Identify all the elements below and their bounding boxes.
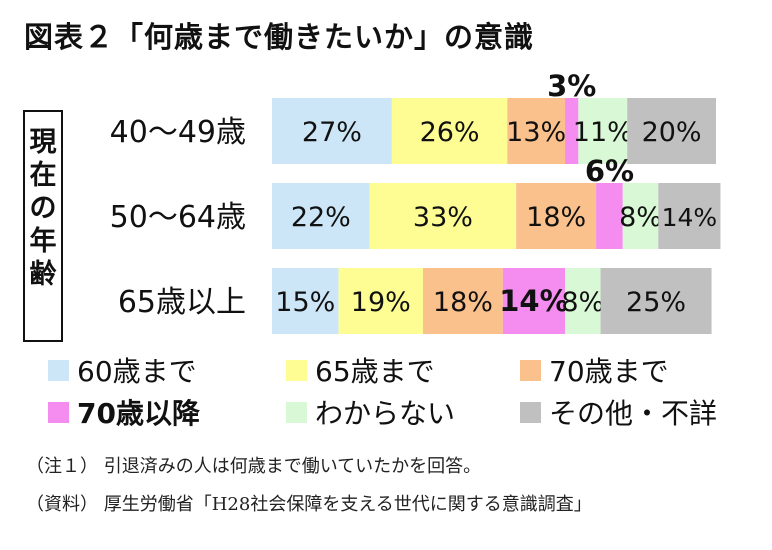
data-label: 6% xyxy=(585,154,634,188)
current-age-label: 現 在 の 年 齢 xyxy=(25,126,61,291)
bar-segment xyxy=(622,183,659,249)
note-line: （資料） 厚生労働省「H28社会保障を支える世代に関する意識調査」 xyxy=(26,494,592,515)
legend-label: 60歳まで xyxy=(77,355,197,388)
data-label: 20% xyxy=(642,117,702,148)
legend-label: 65歳まで xyxy=(315,355,435,388)
notes: （注１） 引退済みの人は何歳まで働いていたかを回答。 （資料） 厚生労働省「H2… xyxy=(26,448,592,524)
bar-segment xyxy=(600,268,712,334)
category-label: 40～49歳 xyxy=(110,115,246,150)
bar-segment xyxy=(502,268,566,334)
current-age-char: 在 xyxy=(29,160,57,191)
legend-item: 60歳まで xyxy=(48,350,197,390)
data-label: 8% xyxy=(561,287,604,318)
data-label: 22% xyxy=(291,202,351,233)
data-label: 19% xyxy=(351,287,411,318)
bar-segment xyxy=(272,268,339,334)
legend-swatch xyxy=(520,359,541,381)
bar-segment xyxy=(369,183,517,249)
current-age-char: 現 xyxy=(29,127,57,158)
legend-label: その他・不詳 xyxy=(549,397,718,430)
data-label: 11% xyxy=(573,117,633,148)
legend-item: 70歳まで xyxy=(520,350,669,390)
bar-segment xyxy=(578,98,628,164)
bar-segment xyxy=(272,183,370,249)
data-label: 15% xyxy=(275,287,335,318)
legend: 60歳まで 65歳まで 70歳まで 70歳以降 わからない その他・不詳 xyxy=(48,350,758,440)
data-label: 18% xyxy=(433,287,493,318)
bar-segment xyxy=(272,98,392,164)
current-age-char: 齢 xyxy=(29,259,57,290)
bar-segment xyxy=(516,183,597,249)
current-age-char: の xyxy=(29,193,57,224)
data-label: 13% xyxy=(506,117,566,148)
data-label: 14% xyxy=(662,203,718,232)
bar-segment xyxy=(565,268,601,334)
category-label: 50～64歳 xyxy=(110,200,246,235)
legend-label: 70歳以降 xyxy=(77,397,200,430)
data-label: 27% xyxy=(302,117,362,148)
legend-swatch xyxy=(520,401,541,423)
data-label: 18% xyxy=(526,202,586,233)
legend-item: 65歳まで xyxy=(286,350,435,390)
bar-segment xyxy=(422,268,503,334)
legend-swatch xyxy=(286,401,307,423)
current-age-label-box: 現 在 の 年 齢 xyxy=(23,110,63,342)
legend-label: わからない xyxy=(315,397,456,430)
bar-segment xyxy=(658,183,721,249)
data-label: 33% xyxy=(413,202,473,233)
chart-title: 図表２「何歳まで働きたいか」の意識 xyxy=(24,20,535,54)
bar-segment xyxy=(565,98,579,164)
note-line: （注１） 引退済みの人は何歳まで働いていたかを回答。 xyxy=(26,456,482,477)
current-age-char: 年 xyxy=(29,226,57,257)
bar-segment xyxy=(627,98,716,164)
legend-label: 70歳まで xyxy=(549,355,669,388)
legend-item: わからない xyxy=(286,392,455,432)
data-label: 25% xyxy=(626,287,686,318)
data-label: 26% xyxy=(420,117,480,148)
legend-item: 70歳以降 xyxy=(48,392,200,432)
data-label: 8% xyxy=(619,202,662,233)
category-label: 65歳以上 xyxy=(118,285,246,320)
legend-swatch xyxy=(48,401,69,423)
legend-swatch xyxy=(48,359,69,381)
legend-swatch xyxy=(286,359,307,381)
bar-segment xyxy=(391,98,508,164)
bar-segment xyxy=(596,183,623,249)
bar-segment xyxy=(338,268,423,334)
stacked-bar-chart: 40～49歳 27% 26% 13% 3% 11% 20% 50～64歳 22% 33% 18% 6%… xyxy=(110,69,721,334)
data-label: 3% xyxy=(547,69,596,103)
bar-segment xyxy=(507,98,566,164)
legend-item: その他・不詳 xyxy=(520,392,717,432)
data-label: 14% xyxy=(499,284,568,318)
